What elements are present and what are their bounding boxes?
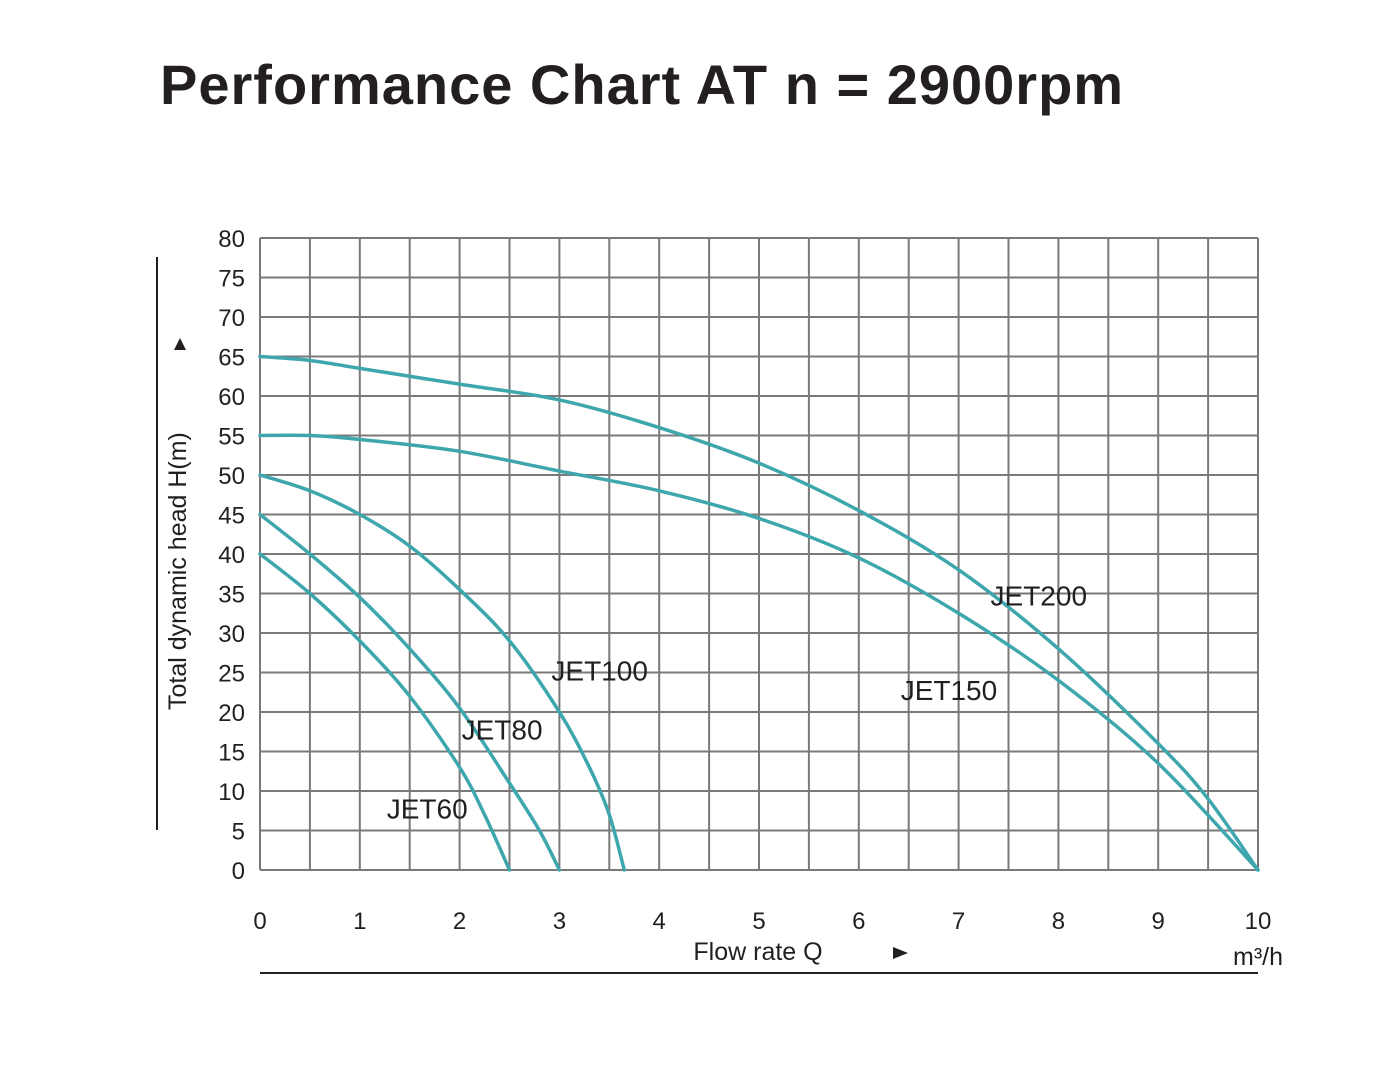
x-tick-label: 7	[952, 908, 965, 935]
y-tick-label: 40	[218, 542, 245, 569]
y-axis-label: Total dynamic head H(m)	[164, 432, 192, 710]
x-tick-label: 5	[752, 908, 765, 935]
x-tick-label: 0	[253, 908, 266, 935]
curve-jet150	[258, 433, 1260, 872]
curve-label-jet100: JET100	[551, 655, 648, 686]
curves	[258, 354, 1260, 872]
y-tick-label: 0	[232, 858, 245, 885]
y-tick-label: 10	[218, 779, 245, 806]
y-tick-label: 25	[218, 661, 245, 688]
x-tick-label: 6	[852, 908, 865, 935]
x-tick-label: 10	[1245, 908, 1272, 935]
x-axis-unit: m³/h	[1233, 943, 1283, 971]
chart-title: Performance Chart AT n = 2900rpm	[160, 53, 1125, 116]
curve-label-jet200: JET200	[991, 580, 1088, 611]
y-tick-label: 20	[218, 700, 245, 727]
curve-jet60	[258, 552, 512, 872]
grid	[259, 237, 1259, 871]
x-tick-label: 2	[453, 908, 466, 935]
x-tick-label: 4	[653, 908, 666, 935]
y-tick-label: 35	[218, 582, 245, 609]
y-tick-label: 15	[218, 740, 245, 767]
curve-jet200	[258, 354, 1260, 872]
y-tick-label: 70	[218, 305, 245, 332]
curve-label-jet150: JET150	[901, 675, 998, 706]
x-axis-arrow-icon	[893, 947, 908, 959]
curve-label-jet60: JET60	[387, 794, 468, 825]
x-tick-label: 8	[1052, 908, 1065, 935]
y-axis-arrow-icon	[174, 338, 186, 350]
y-tick-label: 80	[218, 226, 245, 253]
y-tick-label: 60	[218, 384, 245, 411]
curve-jet80	[258, 512, 562, 872]
y-tick-label: 65	[218, 345, 245, 372]
y-tick-label: 75	[218, 266, 245, 293]
curve-labels: JET60 JET80 JET100 JET150 JET200	[387, 580, 1087, 824]
x-tick-label: 1	[353, 908, 366, 935]
x-tick-label: 9	[1152, 908, 1165, 935]
curve-jet100	[258, 473, 627, 872]
y-tick-label: 45	[218, 503, 245, 530]
y-tick-label: 30	[218, 621, 245, 648]
y-tick-label: 55	[218, 424, 245, 451]
x-tick-label: 3	[553, 908, 566, 935]
x-axis-label: Flow rate Q	[693, 938, 822, 966]
y-tick-label: 5	[232, 819, 245, 846]
y-tick-label: 50	[218, 463, 245, 490]
curve-label-jet80: JET80	[462, 715, 543, 746]
